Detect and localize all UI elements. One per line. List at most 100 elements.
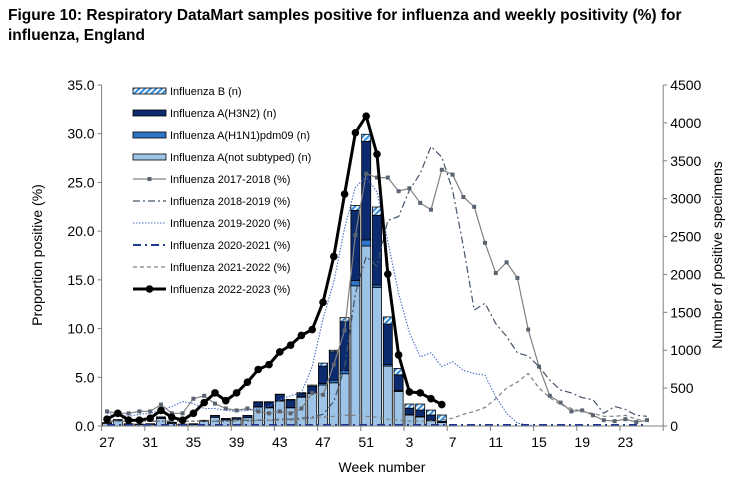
- y2-tick-label: 2500: [670, 229, 701, 245]
- line-point: [319, 298, 327, 307]
- line-point: [418, 200, 423, 205]
- line-point: [180, 411, 185, 416]
- line-point: [256, 409, 261, 414]
- line-point: [126, 411, 131, 416]
- line-point: [645, 418, 649, 423]
- legend-label: Influenza A(not subtyped) (n): [170, 152, 311, 164]
- bar-segment: [296, 396, 307, 427]
- line-point: [169, 411, 174, 416]
- bar-segment: [328, 382, 339, 427]
- line-point: [286, 341, 295, 349]
- line-point: [394, 351, 403, 359]
- line-point: [157, 406, 165, 415]
- legend-label: Influenza 2020-2021 (%): [170, 240, 290, 252]
- y2-tick-label: 4000: [670, 115, 701, 131]
- x-tick-label: 11: [489, 434, 504, 450]
- line-point: [245, 406, 250, 411]
- bar-segment: [350, 285, 361, 427]
- line-point: [277, 409, 282, 414]
- bar-segment: [242, 414, 253, 419]
- bar-segment: [436, 414, 447, 422]
- line-point: [159, 402, 163, 407]
- bar-segment: [328, 349, 339, 353]
- bar-segment: [426, 409, 436, 416]
- bar-segment: [404, 403, 415, 409]
- bar-segment: [307, 384, 318, 387]
- line-point: [114, 409, 122, 418]
- line-point: [580, 408, 585, 413]
- line-point: [340, 190, 349, 198]
- line-point: [202, 393, 207, 398]
- line-point: [276, 348, 284, 356]
- legend-swatch: [132, 131, 167, 139]
- x-tick-label: 47: [315, 434, 331, 450]
- y-tick-label: 10.0: [67, 321, 94, 337]
- bar-segment: [188, 423, 199, 425]
- legend-label: Influenza A(H1N1)pdm09 (n): [170, 130, 310, 142]
- line-point: [504, 260, 509, 265]
- line-point: [331, 362, 336, 367]
- line-point: [483, 240, 487, 245]
- x-tick-label: 31: [142, 434, 158, 450]
- y2-tick-label: 2000: [670, 266, 701, 282]
- line-point: [351, 128, 360, 137]
- line-point: [189, 409, 198, 418]
- line-point: [547, 393, 552, 398]
- line-point: [103, 415, 111, 423]
- line-series: [106, 176, 647, 427]
- line-point: [375, 175, 379, 180]
- bar-segment: [339, 373, 350, 427]
- bar-segment: [382, 316, 393, 325]
- line-point: [308, 325, 317, 334]
- x-tick-label: 43: [272, 434, 288, 450]
- line-point: [429, 207, 433, 212]
- line-point: [124, 416, 133, 424]
- x-tick-label: 35: [186, 434, 202, 450]
- line-point: [493, 271, 498, 276]
- line-point: [385, 175, 390, 180]
- y-tick-label: 35.0: [67, 77, 94, 93]
- line-point: [267, 411, 271, 416]
- line-point: [191, 396, 196, 401]
- line-point: [384, 270, 392, 278]
- y-tick-label: 15.0: [67, 272, 94, 288]
- line-point: [330, 252, 338, 261]
- line-point: [373, 150, 381, 158]
- line-point: [254, 365, 262, 374]
- bar-segment: [404, 407, 415, 416]
- line-point: [364, 171, 369, 176]
- bar-segment: [210, 414, 220, 418]
- x-tick-label: 15: [531, 434, 547, 450]
- legend-label: Influenza 2022-2023 (%): [170, 284, 290, 296]
- legend-label: Influenza 2019-2020 (%): [170, 218, 290, 230]
- line-point: [148, 409, 153, 414]
- bar-segment: [361, 245, 372, 427]
- bar-segment: [134, 423, 145, 426]
- line-series: [107, 145, 648, 422]
- line-point: [439, 167, 444, 172]
- bar-segment: [415, 403, 426, 411]
- bar-segment: [318, 365, 328, 384]
- line-point: [427, 394, 435, 403]
- line-point: [297, 331, 306, 340]
- x-tick-label: 39: [229, 434, 245, 450]
- legend-swatch: [132, 153, 167, 161]
- x-tick-label: 27: [99, 434, 115, 450]
- bar-segment: [415, 409, 426, 417]
- line-point: [416, 389, 425, 397]
- bar-segment: [382, 365, 393, 427]
- line-point: [137, 409, 142, 414]
- y2-axis-label: Number of positive specimens: [709, 161, 725, 349]
- x-tick-label: 3: [406, 434, 414, 450]
- line-series: [107, 372, 648, 422]
- bar-segment: [350, 210, 361, 281]
- bar-segment: [318, 384, 328, 427]
- line-point: [362, 112, 371, 120]
- bar-segment: [274, 394, 285, 402]
- y-tick-label: 0.0: [75, 418, 95, 434]
- bar-segment: [285, 399, 296, 408]
- line-point: [146, 414, 154, 423]
- line-point: [353, 233, 358, 238]
- bar-segment: [372, 286, 382, 427]
- line-point: [396, 189, 401, 194]
